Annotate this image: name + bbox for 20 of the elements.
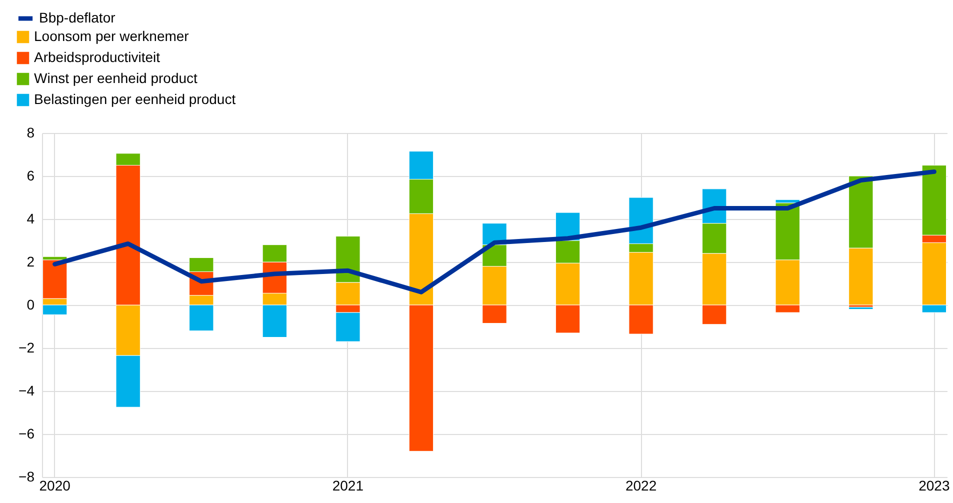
y-tick-label: 8 xyxy=(26,124,35,140)
y-tick-label: −2 xyxy=(18,340,35,356)
bar xyxy=(848,306,874,310)
y-tick-label: −6 xyxy=(18,426,35,442)
legend-label: Arbeidsproductiviteit xyxy=(34,49,160,65)
legend-label: Winst per eenheid product xyxy=(34,70,198,86)
x-tick-label: 2022 xyxy=(625,478,657,494)
legend-label: Bbp-deflator xyxy=(39,10,116,26)
y-tick-label: −8 xyxy=(18,468,35,484)
x-tick-label: 2021 xyxy=(332,478,364,494)
y-tick-label: 6 xyxy=(26,168,35,184)
y-tick-label: 4 xyxy=(26,210,35,226)
y-tick-label: 2 xyxy=(26,254,35,270)
line-series xyxy=(52,169,936,294)
legend-label: Loonsom per werknemer xyxy=(34,28,190,44)
x-tick-label: 2023 xyxy=(918,478,950,494)
legend-label: Belastingen per eenheid product xyxy=(34,91,236,107)
y-tick-label: −4 xyxy=(18,382,35,398)
y-tick-label: 0 xyxy=(26,296,35,312)
x-tick-label: 2020 xyxy=(39,478,71,494)
